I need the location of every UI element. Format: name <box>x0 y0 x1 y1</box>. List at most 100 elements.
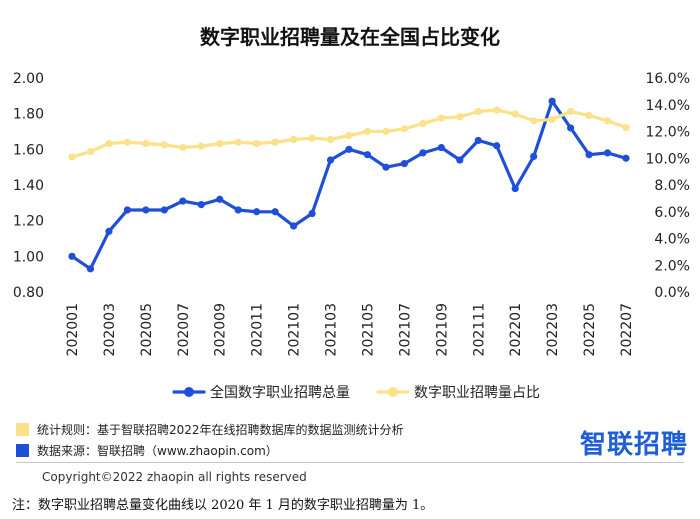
data-point-0 <box>105 227 113 235</box>
y-right-tick-label: 0.0% <box>654 285 690 301</box>
data-point-1 <box>290 135 298 144</box>
footnote-text: 注：数字职业招聘总量变化曲线以 2020 年 1 月的数字职业招聘量为 1。 <box>12 498 434 513</box>
x-tick-label: 202005 <box>139 303 155 356</box>
data-point-0 <box>179 197 187 205</box>
data-point-1 <box>493 106 501 114</box>
data-point-1 <box>474 107 482 116</box>
y-left-tick-label: 1.80 <box>13 107 44 123</box>
data-point-0 <box>290 222 298 230</box>
y-right-tick-label: 2.0% <box>654 258 690 274</box>
data-point-0 <box>400 160 408 168</box>
y-right-tick-label: 4.0% <box>654 232 690 248</box>
y-left-tick-label: 1.60 <box>13 142 44 158</box>
data-point-1 <box>68 153 76 161</box>
data-point-1 <box>363 127 372 136</box>
series-line-0 <box>70 99 628 271</box>
y-left-tick-label: 1.20 <box>13 214 44 230</box>
data-point-0 <box>474 136 482 145</box>
legend-label-1: 数字职业招聘量占比 <box>414 385 540 401</box>
data-point-0 <box>326 156 335 164</box>
data-point-0 <box>585 151 593 159</box>
y-left-tick-label: 1.00 <box>13 249 44 265</box>
data-point-1 <box>86 147 95 156</box>
data-point-1 <box>567 107 575 116</box>
y-right-tick-label: 6.0% <box>654 205 690 221</box>
data-point-1 <box>142 139 150 148</box>
rule-text: 统计规则：基于智联招聘2022年在线招聘数据库的数据监测统计分析 <box>37 423 404 437</box>
data-point-1 <box>326 135 335 144</box>
data-point-0 <box>456 156 464 164</box>
data-point-0 <box>234 206 242 214</box>
y-right-tick-label: 14.0% <box>646 98 690 114</box>
y-left-tick-label: 1.40 <box>13 178 44 194</box>
y-left-tick-label: 2.00 <box>13 71 44 87</box>
data-point-0 <box>160 206 168 214</box>
data-point-1 <box>382 127 390 136</box>
x-tick-label: 202205 <box>582 303 598 356</box>
data-point-0 <box>308 209 316 218</box>
y-right-tick-label: 12.0% <box>646 125 690 141</box>
data-point-1 <box>548 115 556 124</box>
data-point-1 <box>530 117 538 125</box>
y-right-tick-label: 10.0% <box>646 151 690 167</box>
data-point-1 <box>622 123 630 132</box>
data-point-0 <box>530 152 538 161</box>
source-note: 数据来源：智联招聘（www.zhaopin.com） <box>16 442 278 459</box>
data-point-1 <box>345 131 353 140</box>
data-point-0 <box>511 184 519 193</box>
zhaopin-logo: 智联招聘 <box>579 430 688 460</box>
data-point-0 <box>548 97 556 105</box>
x-tick-label: 202003 <box>102 303 118 356</box>
chart-title: 数字职业招聘量及在全国占比变化 <box>200 25 500 49</box>
data-point-0 <box>363 151 372 159</box>
data-point-0 <box>271 208 279 216</box>
data-point-1 <box>123 138 131 146</box>
copyright-text: Copyright©2022 zhaopin all rights reserv… <box>42 470 307 484</box>
source-swatch <box>16 444 29 457</box>
data-point-0 <box>123 206 131 214</box>
x-tick-label: 202203 <box>545 303 561 356</box>
y-right-tick-label: 16.0% <box>646 71 690 87</box>
data-point-1 <box>271 138 279 146</box>
x-tick-label: 202101 <box>287 303 303 356</box>
data-point-1 <box>197 142 205 150</box>
data-point-0 <box>216 195 224 203</box>
x-tick-label: 202007 <box>176 303 192 356</box>
data-point-0 <box>382 163 390 171</box>
data-point-0 <box>253 208 261 216</box>
x-tick-label: 202107 <box>397 303 413 356</box>
x-tick-label: 202105 <box>360 303 376 356</box>
data-point-0 <box>493 142 501 150</box>
data-point-1 <box>511 110 519 118</box>
legend-marker-1 <box>388 387 398 397</box>
data-point-0 <box>567 124 575 132</box>
x-tick-label: 202011 <box>250 303 266 356</box>
x-tick-label: 202109 <box>434 303 450 356</box>
x-tick-label: 202207 <box>619 303 635 356</box>
data-point-0 <box>345 145 353 153</box>
data-point-1 <box>160 141 168 149</box>
data-point-1 <box>216 139 224 148</box>
data-point-1 <box>603 117 612 125</box>
rule-swatch <box>16 423 29 436</box>
x-tick-label: 202103 <box>324 303 340 356</box>
source-text: 数据来源：智联招聘（www.zhaopin.com） <box>37 444 278 458</box>
rule-note: 统计规则：基于智联招聘2022年在线招聘数据库的数据监测统计分析 <box>16 421 404 438</box>
y-left-tick-label: 0.80 <box>13 285 44 301</box>
data-point-1 <box>437 114 445 122</box>
line-chart: 数字职业招聘量及在全国占比变化 0.80 1.00 1.20 1.40 1.60 1.80 2… <box>13 25 690 401</box>
data-point-0 <box>197 201 205 209</box>
data-point-1 <box>308 134 316 142</box>
data-point-0 <box>603 149 612 157</box>
x-tick-label: 202001 <box>65 303 81 356</box>
y-right-tick-label: 8.0% <box>654 178 690 194</box>
x-tick-label: 202111 <box>471 303 487 356</box>
data-point-1 <box>179 143 187 152</box>
x-tick-label: 202009 <box>213 303 229 356</box>
data-point-0 <box>437 143 445 152</box>
legend-marker-0 <box>184 387 194 397</box>
data-point-0 <box>142 206 150 214</box>
data-point-0 <box>622 154 630 162</box>
data-point-1 <box>456 113 464 121</box>
